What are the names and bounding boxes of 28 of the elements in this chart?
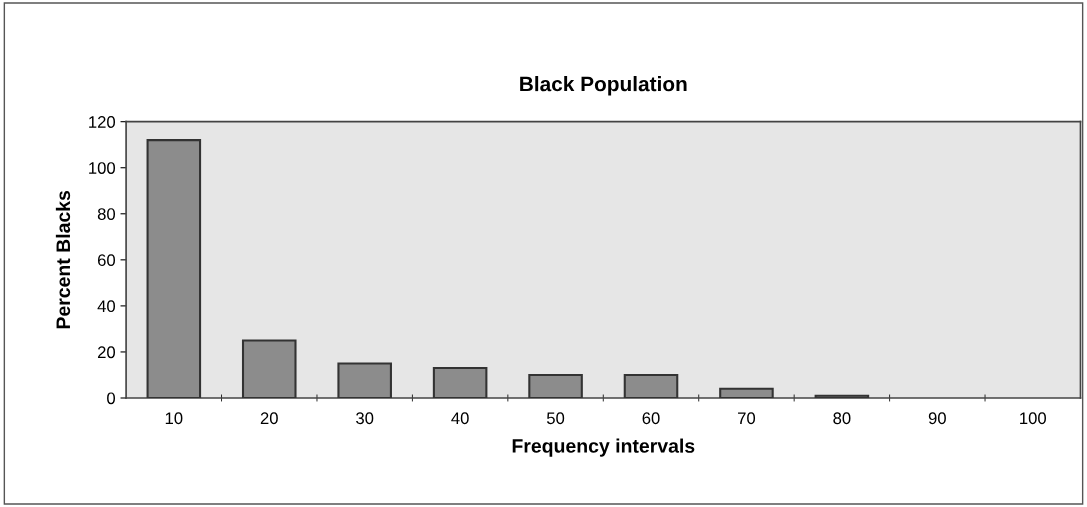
y-tick-label: 0 xyxy=(107,392,116,405)
y-tick-label: 120 xyxy=(89,116,116,128)
x-tick-label: 50 xyxy=(546,412,565,425)
y-tick-label: 80 xyxy=(97,208,116,220)
x-tick-label: 90 xyxy=(928,412,946,425)
bar xyxy=(814,394,870,398)
chart-title: Black Population xyxy=(520,76,687,96)
x-tick-label: 70 xyxy=(738,412,756,425)
x-tick-label: 80 xyxy=(833,412,851,425)
x-tick-label: 20 xyxy=(260,412,278,425)
x-tick-label: 30 xyxy=(356,412,374,425)
y-tick-label: 60 xyxy=(97,254,116,267)
bar xyxy=(528,373,583,398)
bar xyxy=(146,139,202,398)
x-axis-title: Frequency intervals xyxy=(512,438,695,457)
bar xyxy=(337,362,392,398)
y-axis-title: Percent Blacks xyxy=(55,190,71,329)
x-tick-label: 60 xyxy=(642,412,660,425)
y-tick-label: 40 xyxy=(97,300,116,313)
x-tick-label: 100 xyxy=(1020,412,1047,425)
bar xyxy=(432,367,488,398)
bar xyxy=(623,373,679,398)
bar xyxy=(241,339,297,398)
bar xyxy=(719,387,774,398)
y-tick-label: 20 xyxy=(97,346,116,359)
y-tick-label: 100 xyxy=(89,162,116,174)
x-tick-label: 40 xyxy=(451,412,469,425)
x-tick-label: 10 xyxy=(165,412,183,425)
